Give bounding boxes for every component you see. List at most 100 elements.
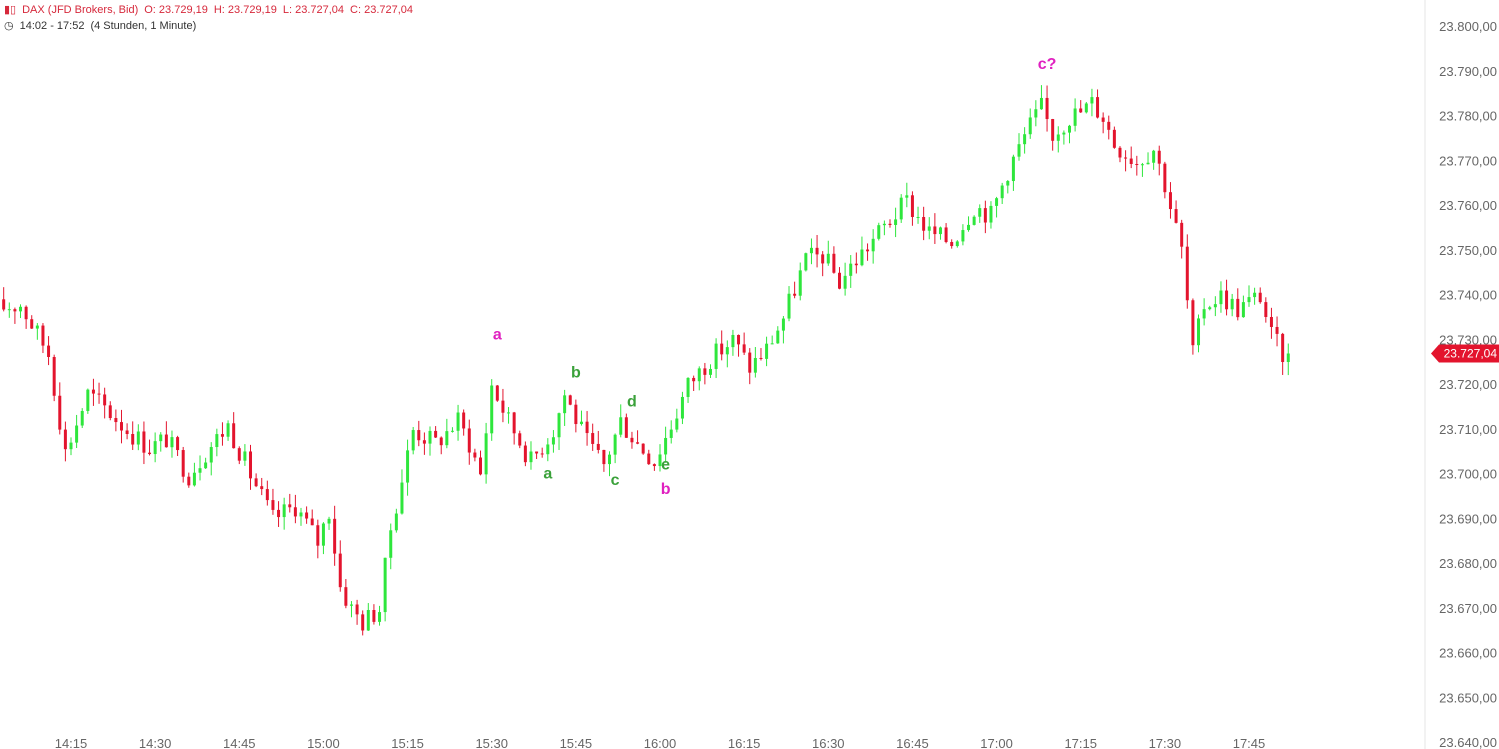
- candle-body: [652, 464, 656, 467]
- candle-body: [1275, 326, 1279, 334]
- candle-body: [58, 395, 62, 430]
- candle-body: [540, 453, 544, 455]
- candle-body: [1241, 302, 1245, 318]
- last-price-tag: [1431, 344, 1499, 363]
- candle-body: [815, 247, 819, 255]
- wave-label: d: [627, 394, 637, 411]
- candle-body: [80, 410, 84, 426]
- candle-body: [1219, 290, 1223, 305]
- candle-body: [680, 396, 684, 419]
- candle-body: [119, 422, 123, 431]
- candle-body: [1174, 209, 1178, 223]
- candle-body: [333, 518, 337, 554]
- candle-body: [798, 270, 802, 296]
- candle-body: [450, 430, 454, 432]
- y-tick-label: 23.710,00: [1439, 422, 1497, 437]
- candle-body: [1146, 162, 1150, 165]
- candle-body: [860, 249, 864, 266]
- candle-body: [793, 293, 797, 296]
- candle-body: [484, 433, 488, 475]
- wave-label: b: [661, 481, 671, 498]
- x-tick-label: 14:45: [223, 736, 256, 749]
- candle-body: [613, 434, 617, 455]
- candle-body: [1157, 150, 1161, 164]
- candle-body: [69, 442, 73, 450]
- y-tick-label: 23.650,00: [1439, 690, 1497, 705]
- candle-body: [933, 226, 937, 235]
- candle-body: [838, 272, 842, 289]
- candle-body: [232, 423, 236, 449]
- candle-body: [316, 525, 320, 546]
- candle-body: [1230, 298, 1234, 310]
- x-tick-label: 15:45: [560, 736, 593, 749]
- candle-body: [1006, 181, 1010, 186]
- candle-body: [226, 423, 230, 437]
- candle-body: [125, 430, 129, 435]
- low-value: L: 23.727,04: [282, 4, 345, 16]
- candle-body: [1056, 134, 1060, 141]
- candle-body: [854, 263, 858, 266]
- candle-body: [765, 343, 769, 359]
- candle-body: [153, 441, 157, 455]
- candle-body: [63, 429, 67, 450]
- candle-body: [714, 343, 718, 369]
- x-tick-label: 16:30: [812, 736, 845, 749]
- candle-body: [664, 437, 668, 455]
- candle-body: [669, 429, 673, 438]
- wave-label: c: [611, 472, 620, 489]
- high-value: H: 23.729,19: [213, 4, 277, 16]
- candle-body: [13, 309, 17, 312]
- x-tick-label: 16:45: [896, 736, 929, 749]
- candle-body: [108, 405, 112, 419]
- candle-body: [692, 377, 696, 382]
- candle-body: [1067, 125, 1071, 133]
- candle-body: [260, 486, 264, 490]
- candle-body: [389, 530, 393, 558]
- candle-body: [703, 368, 707, 375]
- y-tick-label: 23.660,00: [1439, 646, 1497, 661]
- x-tick-label: 15:00: [307, 736, 340, 749]
- candle-body: [697, 368, 701, 382]
- candle-body: [787, 293, 791, 319]
- candle-body: [215, 434, 219, 448]
- candle-body: [826, 253, 830, 264]
- candle-body: [187, 476, 191, 486]
- candle-body: [2, 299, 6, 310]
- candle-body: [490, 385, 494, 434]
- candle-body: [1101, 117, 1105, 122]
- candle-body: [456, 412, 460, 431]
- candle-body: [922, 216, 926, 231]
- candle-body: [905, 195, 909, 198]
- candle-body: [1079, 108, 1083, 113]
- candle-body: [1039, 97, 1043, 110]
- candle-body: [249, 451, 253, 479]
- x-tick-label: 16:00: [644, 736, 677, 749]
- candle-body: [277, 509, 281, 518]
- candle-body: [361, 614, 365, 631]
- candle-body: [821, 254, 825, 264]
- y-tick-label: 23.720,00: [1439, 377, 1497, 392]
- x-tick-label: 17:15: [1064, 736, 1097, 749]
- candle-body: [1225, 290, 1229, 310]
- candle-body: [675, 418, 679, 430]
- candle-body: [428, 430, 432, 444]
- candle-body: [658, 454, 662, 467]
- wave-label: a: [543, 465, 552, 482]
- candle-body: [159, 434, 163, 442]
- candle-body: [41, 325, 45, 346]
- candle-body: [1000, 185, 1004, 199]
- candle-body: [1073, 108, 1077, 126]
- candle-body: [927, 226, 931, 231]
- candle-body: [557, 413, 561, 438]
- candle-body: [1197, 318, 1201, 346]
- candle-body: [383, 557, 387, 613]
- candle-body: [1168, 192, 1172, 210]
- y-tick-label: 23.760,00: [1439, 198, 1497, 213]
- candle-body: [24, 306, 28, 320]
- candle-body: [1264, 302, 1268, 318]
- candle-body: [944, 227, 948, 243]
- candle-body: [1213, 304, 1217, 308]
- candle-body: [439, 437, 443, 446]
